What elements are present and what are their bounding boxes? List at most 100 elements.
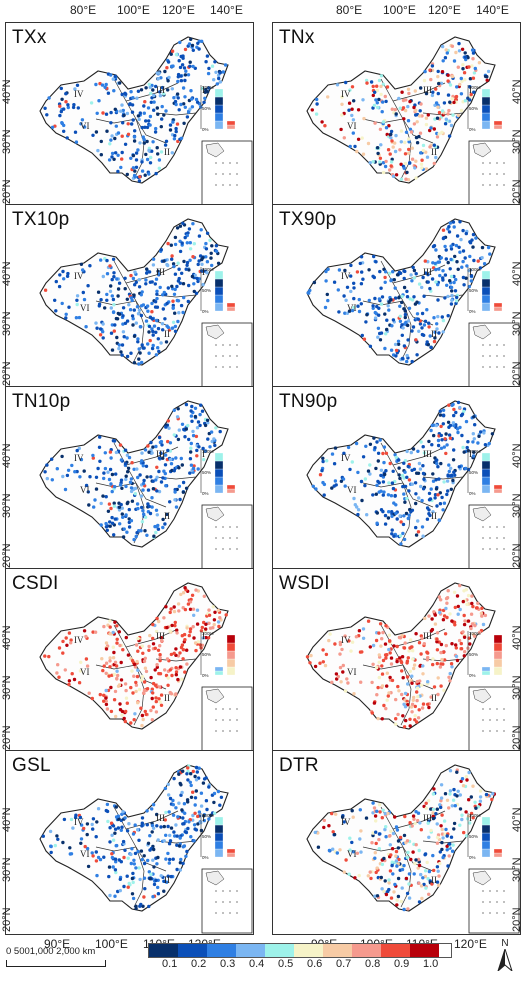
station-dot — [118, 877, 123, 881]
station-dot — [394, 854, 398, 858]
station-dot — [210, 64, 215, 68]
station-dot — [458, 82, 462, 87]
top-axis-left-tick: 140°E — [210, 3, 243, 17]
station-dot — [471, 245, 475, 249]
station-dot — [147, 270, 152, 274]
region-label: II — [164, 693, 170, 703]
station-dot — [186, 299, 190, 304]
station-dot — [85, 832, 89, 837]
station-dot — [154, 878, 158, 883]
station-dot — [119, 678, 124, 682]
station-dot — [397, 689, 401, 693]
station-dot — [461, 445, 465, 450]
station-dot — [443, 273, 448, 277]
station-dot — [477, 61, 482, 65]
region-label: I — [202, 449, 205, 459]
station-dot — [451, 220, 456, 224]
station-dot — [376, 685, 380, 690]
station-dot — [151, 826, 156, 830]
station-dot — [421, 148, 425, 153]
inset-tick: 100% — [469, 85, 481, 90]
station-dot — [465, 817, 470, 821]
latitude-label: 30°N — [1, 493, 13, 518]
station-dot — [365, 313, 369, 317]
station-dot — [446, 420, 451, 424]
inset-tick: 100% — [202, 813, 214, 818]
legend-swatch — [410, 944, 439, 957]
station-dot — [174, 456, 178, 460]
station-dot — [452, 100, 456, 105]
station-dot — [465, 602, 469, 607]
station-dot — [404, 98, 408, 102]
station-dot — [432, 143, 436, 147]
station-dot — [196, 822, 200, 826]
station-dot — [362, 116, 366, 121]
station-dot — [471, 51, 476, 55]
station-dot — [349, 263, 353, 268]
station-dot — [463, 619, 467, 623]
station-dot — [439, 256, 443, 260]
station-dot — [394, 859, 399, 863]
station-dot — [99, 501, 103, 506]
station-dot — [99, 153, 104, 157]
station-dot — [441, 236, 446, 241]
station-dot — [205, 260, 210, 264]
station-dot — [192, 613, 196, 617]
station-dot — [391, 469, 395, 473]
station-dot — [180, 677, 184, 681]
station-dot — [147, 119, 151, 123]
station-dot — [104, 808, 109, 813]
region-label: IV — [341, 453, 351, 463]
station-dot — [188, 64, 192, 68]
station-dot — [434, 248, 438, 252]
station-dot — [436, 443, 441, 448]
station-dot — [462, 654, 466, 658]
station-dot — [109, 331, 114, 335]
station-dot — [356, 108, 361, 112]
station-dot — [394, 173, 399, 177]
station-dot — [129, 156, 133, 160]
station-dot — [75, 302, 79, 307]
region-label: IV — [74, 453, 84, 463]
station-dot — [111, 645, 116, 649]
station-dot — [382, 267, 386, 271]
station-dot — [188, 258, 192, 262]
station-dot — [342, 136, 346, 140]
station-dot — [154, 318, 159, 323]
station-dot — [387, 510, 391, 514]
station-dot — [115, 641, 119, 645]
station-dot — [409, 510, 413, 514]
station-dot — [159, 341, 163, 345]
inset-bar-segment — [481, 112, 491, 122]
station-dot — [153, 524, 157, 529]
station-dot — [143, 125, 147, 129]
station-dot — [305, 655, 310, 659]
station-dot — [113, 689, 118, 694]
station-dot — [132, 361, 137, 365]
station-dot — [454, 654, 459, 659]
station-dot — [156, 885, 160, 890]
station-dot — [120, 825, 124, 829]
station-dot — [323, 663, 328, 668]
station-dot — [182, 295, 186, 300]
region-label: VI — [347, 667, 357, 677]
station-dot — [373, 814, 378, 818]
station-dot — [441, 618, 446, 622]
station-dot — [455, 85, 459, 89]
station-dot — [153, 668, 157, 672]
station-dot — [314, 487, 318, 491]
station-dot — [465, 264, 469, 268]
station-dot — [381, 170, 386, 175]
station-dot — [168, 629, 172, 633]
station-dot — [159, 825, 163, 829]
station-dot — [330, 452, 335, 456]
station-dot — [159, 480, 164, 484]
station-dot — [129, 477, 134, 481]
station-dot — [115, 624, 119, 628]
station-dot — [148, 511, 153, 516]
region-boundary — [133, 846, 145, 908]
station-dot — [100, 657, 104, 661]
station-dot — [64, 312, 68, 316]
station-dot — [193, 774, 197, 779]
station-dot — [405, 289, 409, 294]
